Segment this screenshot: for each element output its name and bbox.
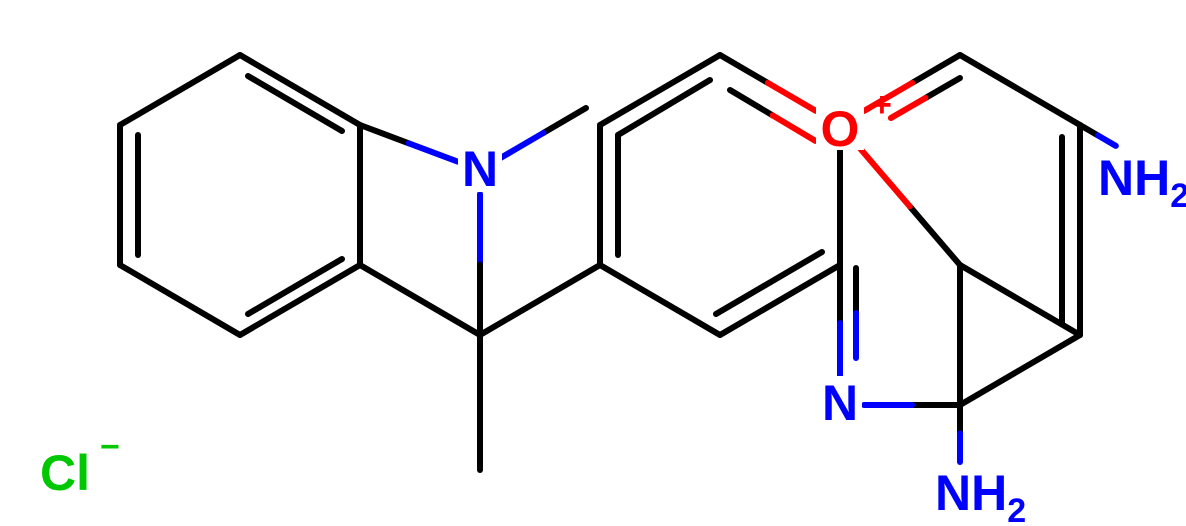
svg-text:−: − <box>100 428 120 466</box>
svg-text:+: + <box>872 86 892 124</box>
atom-o-plus: O <box>821 101 860 157</box>
atom-n-left: N <box>462 141 498 197</box>
atom-nh2-bottom: NH2 <box>935 465 1026 526</box>
atom-cl-minus: Cl <box>40 445 90 501</box>
atom-nh2-right: NH2 <box>1098 150 1186 215</box>
atom-n-ring: N <box>822 375 858 431</box>
